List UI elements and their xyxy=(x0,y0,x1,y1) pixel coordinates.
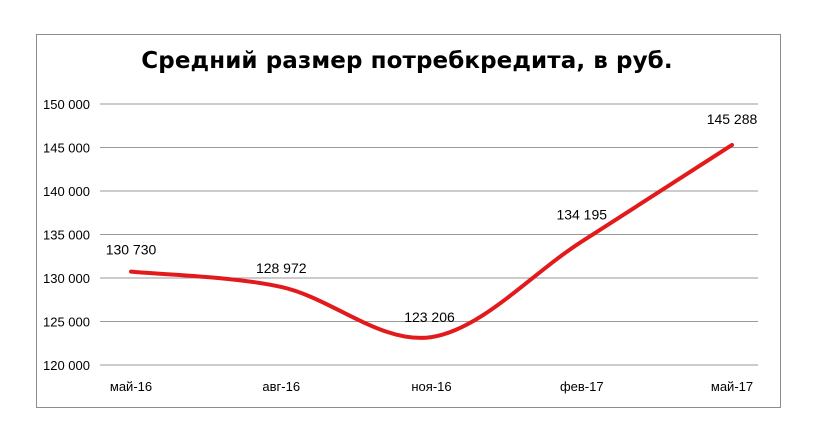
x-tick-label: фев-17 xyxy=(560,379,604,394)
x-tick-label: май-16 xyxy=(110,379,152,394)
y-tick-label: 130 000 xyxy=(43,271,90,286)
y-tick-label: 150 000 xyxy=(43,97,90,112)
y-tick-label: 120 000 xyxy=(43,358,90,373)
y-axis-ticks: 120 000 125 000 130 000 135 000 140 000 145 0… xyxy=(43,97,90,373)
data-label: 128 972 xyxy=(256,260,307,276)
chart-frame xyxy=(36,34,781,408)
y-tick-label: 125 000 xyxy=(43,315,90,330)
data-label: 134 195 xyxy=(556,207,607,223)
y-tick-label: 140 000 xyxy=(43,184,90,199)
x-tick-label: авг-16 xyxy=(262,379,300,394)
series-line xyxy=(129,142,734,340)
x-tick-label: май-17 xyxy=(711,379,753,394)
data-label: 145 288 xyxy=(707,111,758,127)
y-tick-label: 145 000 xyxy=(43,141,90,156)
data-label: 130 730 xyxy=(106,242,157,258)
chart-title: Средний размер потребкредита, в руб. xyxy=(141,48,673,74)
gridlines xyxy=(100,103,758,366)
x-axis-ticks: май-16 авг-16 ноя-16 фев-17 май-17 xyxy=(110,379,753,394)
data-label: 123 206 xyxy=(404,309,455,325)
series-lines xyxy=(129,142,734,340)
y-tick-label: 135 000 xyxy=(43,228,90,243)
data-labels: 130 730 128 972 123 206 134 195 145 288 xyxy=(106,111,758,325)
x-tick-label: ноя-16 xyxy=(411,379,451,394)
